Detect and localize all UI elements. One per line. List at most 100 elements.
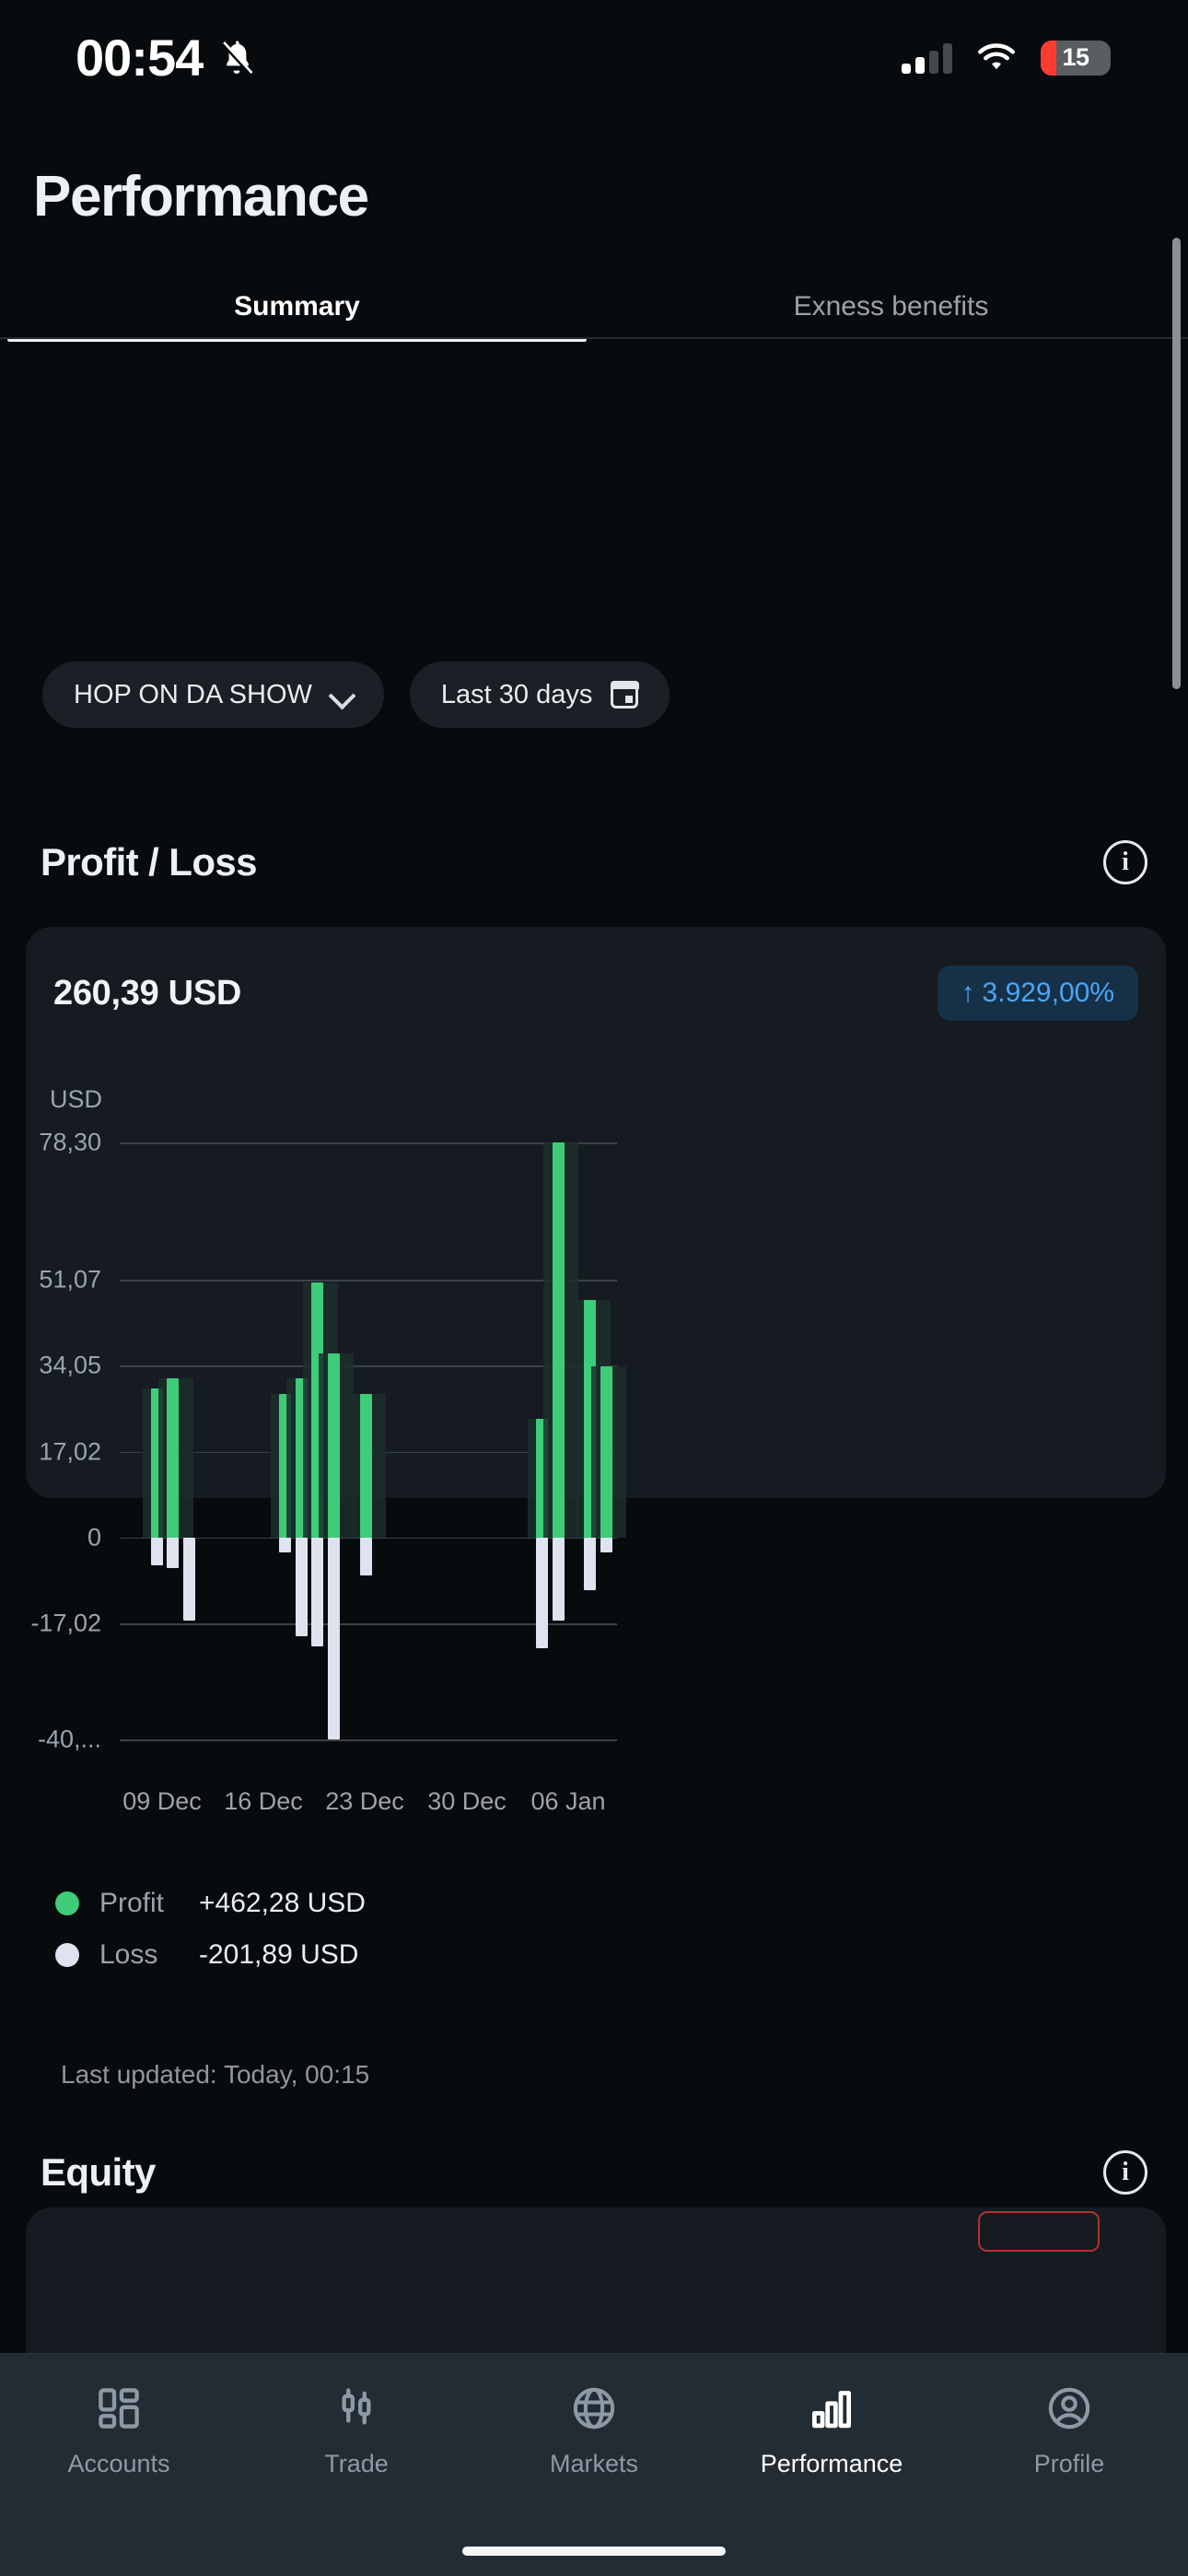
account-selector-label: HOP ON DA SHOW bbox=[74, 679, 312, 709]
nav-item-performance[interactable]: Performance bbox=[713, 2383, 950, 2478]
chart-y-tick-label: 78,30 bbox=[39, 1128, 101, 1156]
chart-bar-loss bbox=[167, 1537, 180, 1568]
page-title: Performance bbox=[33, 165, 369, 228]
chart-x-tick-label: 16 Dec bbox=[224, 1787, 303, 1815]
chart-bar-profit bbox=[552, 1142, 565, 1538]
legend-item-profit: Profit +462,28 USD bbox=[55, 1878, 366, 1929]
home-indicator bbox=[462, 2547, 726, 2556]
chart-y-axis-title: USD bbox=[50, 1085, 103, 1113]
chart-bar-loss bbox=[327, 1537, 340, 1739]
chevron-down-icon bbox=[331, 684, 353, 706]
period-selector-chip[interactable]: Last 30 days bbox=[409, 662, 670, 728]
account-selector-chip[interactable]: HOP ON DA SHOW bbox=[42, 662, 384, 728]
legend-dot-profit bbox=[55, 1891, 79, 1915]
profit-loss-section-header: Profit / Loss i bbox=[41, 840, 1147, 884]
tab-divider bbox=[0, 337, 1188, 339]
equity-alert-box bbox=[978, 2211, 1100, 2252]
chart-y-tick-label: 34,05 bbox=[39, 1351, 101, 1379]
last-updated-label: Last updated: Today, 00:15 bbox=[61, 2060, 370, 2089]
chart-bar-loss bbox=[552, 1537, 565, 1622]
grid-icon bbox=[92, 2383, 146, 2433]
chart-y-tick-label: -40,... bbox=[37, 1725, 101, 1753]
filter-chip-row: HOP ON DA SHOW Last 30 days bbox=[42, 662, 670, 728]
legend-value-loss: -201,89 USD bbox=[199, 1939, 359, 1970]
chart-y-tick-label: 0 bbox=[87, 1523, 101, 1551]
chart-bar-profit bbox=[327, 1352, 340, 1538]
chart-bar-profit bbox=[359, 1393, 372, 1538]
nav-label-performance: Performance bbox=[760, 2450, 903, 2477]
legend-value-profit: +462,28 USD bbox=[199, 1888, 366, 1918]
battery-percent-label: 15 bbox=[1062, 43, 1089, 71]
profit-loss-change-badge: ↑ 3.929,00% bbox=[937, 966, 1138, 1021]
chart-x-tick-label: 09 Dec bbox=[122, 1787, 202, 1815]
info-icon[interactable]: i bbox=[1103, 2150, 1147, 2195]
globe-icon bbox=[567, 2383, 621, 2433]
status-bar-clock: 00:54 bbox=[76, 29, 204, 87]
battery-indicator: 15 bbox=[1041, 40, 1111, 76]
status-bar: 00:54 15 bbox=[0, 0, 1188, 115]
profit-loss-amount: 260,39 USD bbox=[53, 973, 242, 1013]
equity-section-header: Equity i bbox=[41, 2150, 1147, 2195]
profit-loss-card-header: 260,39 USD ↑ 3.929,00% bbox=[53, 966, 1138, 1021]
nav-item-profile[interactable]: Profile bbox=[950, 2383, 1188, 2478]
chart-bar-profit bbox=[167, 1378, 180, 1538]
cellular-signal-icon bbox=[902, 42, 952, 74]
chart-bar-loss bbox=[584, 1537, 597, 1591]
bottom-navigation-bar: Accounts Trade Markets bbox=[0, 2353, 1188, 2576]
profit-loss-chart: USD 78,30 51,07 34,05 17,02 0 -17,02 -40,... 0… bbox=[0, 1085, 1188, 1879]
chart-gridline bbox=[120, 1142, 617, 1144]
nav-item-accounts[interactable]: Accounts bbox=[0, 2383, 238, 2478]
equity-title: Equity bbox=[41, 2150, 156, 2194]
chart-bar-loss bbox=[182, 1537, 195, 1622]
tab-exness-benefits[interactable]: Exness benefits bbox=[594, 271, 1188, 342]
chart-bar-loss bbox=[295, 1537, 308, 1636]
chart-bar-loss bbox=[311, 1537, 324, 1646]
legend-label-loss: Loss bbox=[99, 1939, 158, 1970]
chart-gridline bbox=[120, 1739, 617, 1741]
chart-bar-loss bbox=[536, 1537, 549, 1649]
chart-bar-loss bbox=[151, 1537, 164, 1566]
profit-loss-title: Profit / Loss bbox=[41, 840, 257, 884]
vertical-scrollbar[interactable] bbox=[1172, 238, 1181, 689]
nav-label-markets: Markets bbox=[549, 2450, 639, 2477]
change-arrow-icon: ↑ bbox=[961, 978, 975, 1008]
info-icon[interactable]: i bbox=[1103, 840, 1147, 884]
nav-item-trade[interactable]: Trade bbox=[238, 2383, 475, 2478]
nav-label-trade: Trade bbox=[324, 2450, 389, 2477]
bar-chart-icon bbox=[805, 2383, 858, 2433]
chart-gridline bbox=[120, 1623, 617, 1625]
chart-x-tick-label: 23 Dec bbox=[325, 1787, 404, 1815]
nav-item-markets[interactable]: Markets bbox=[475, 2383, 713, 2478]
chart-y-tick-label: -17,02 bbox=[30, 1609, 101, 1637]
legend-label-profit: Profit bbox=[99, 1888, 165, 1918]
nav-label-profile: Profile bbox=[1033, 2450, 1105, 2477]
chart-gridline bbox=[120, 1280, 617, 1282]
chart-x-tick-label: 06 Jan bbox=[530, 1787, 606, 1815]
legend-dot-loss bbox=[55, 1943, 79, 1967]
chart-bar-profit bbox=[600, 1365, 612, 1538]
bell-slash-icon bbox=[221, 40, 253, 76]
chart-x-tick-label: 30 Dec bbox=[427, 1787, 507, 1815]
chart-y-tick-label: 17,02 bbox=[39, 1437, 101, 1466]
wifi-icon bbox=[978, 42, 1015, 69]
chart-bar-loss bbox=[600, 1537, 612, 1553]
chart-legend: Profit +462,28 USD Loss -201,89 USD bbox=[55, 1878, 366, 1981]
user-circle-icon bbox=[1042, 2383, 1096, 2433]
chart-bar-loss bbox=[279, 1537, 292, 1553]
legend-item-loss: Loss -201,89 USD bbox=[55, 1929, 366, 1981]
chart-gridline bbox=[120, 1365, 617, 1367]
tab-summary[interactable]: Summary bbox=[0, 271, 594, 342]
status-bar-right: 15 bbox=[902, 40, 1111, 76]
nav-label-accounts: Accounts bbox=[67, 2450, 170, 2477]
chart-plot-area bbox=[120, 1142, 627, 1739]
status-bar-left: 00:54 bbox=[76, 28, 258, 88]
period-selector-label: Last 30 days bbox=[440, 679, 593, 709]
chart-y-tick-label: 51,07 bbox=[39, 1265, 101, 1294]
tab-summary-label: Summary bbox=[234, 290, 360, 322]
tab-bar: Summary Exness benefits bbox=[0, 271, 1188, 342]
tab-exness-benefits-label: Exness benefits bbox=[793, 290, 989, 322]
candlestick-icon bbox=[330, 2383, 383, 2433]
chart-bar-loss bbox=[359, 1537, 372, 1575]
equity-card bbox=[26, 2207, 1166, 2373]
calendar-icon bbox=[610, 680, 639, 708]
